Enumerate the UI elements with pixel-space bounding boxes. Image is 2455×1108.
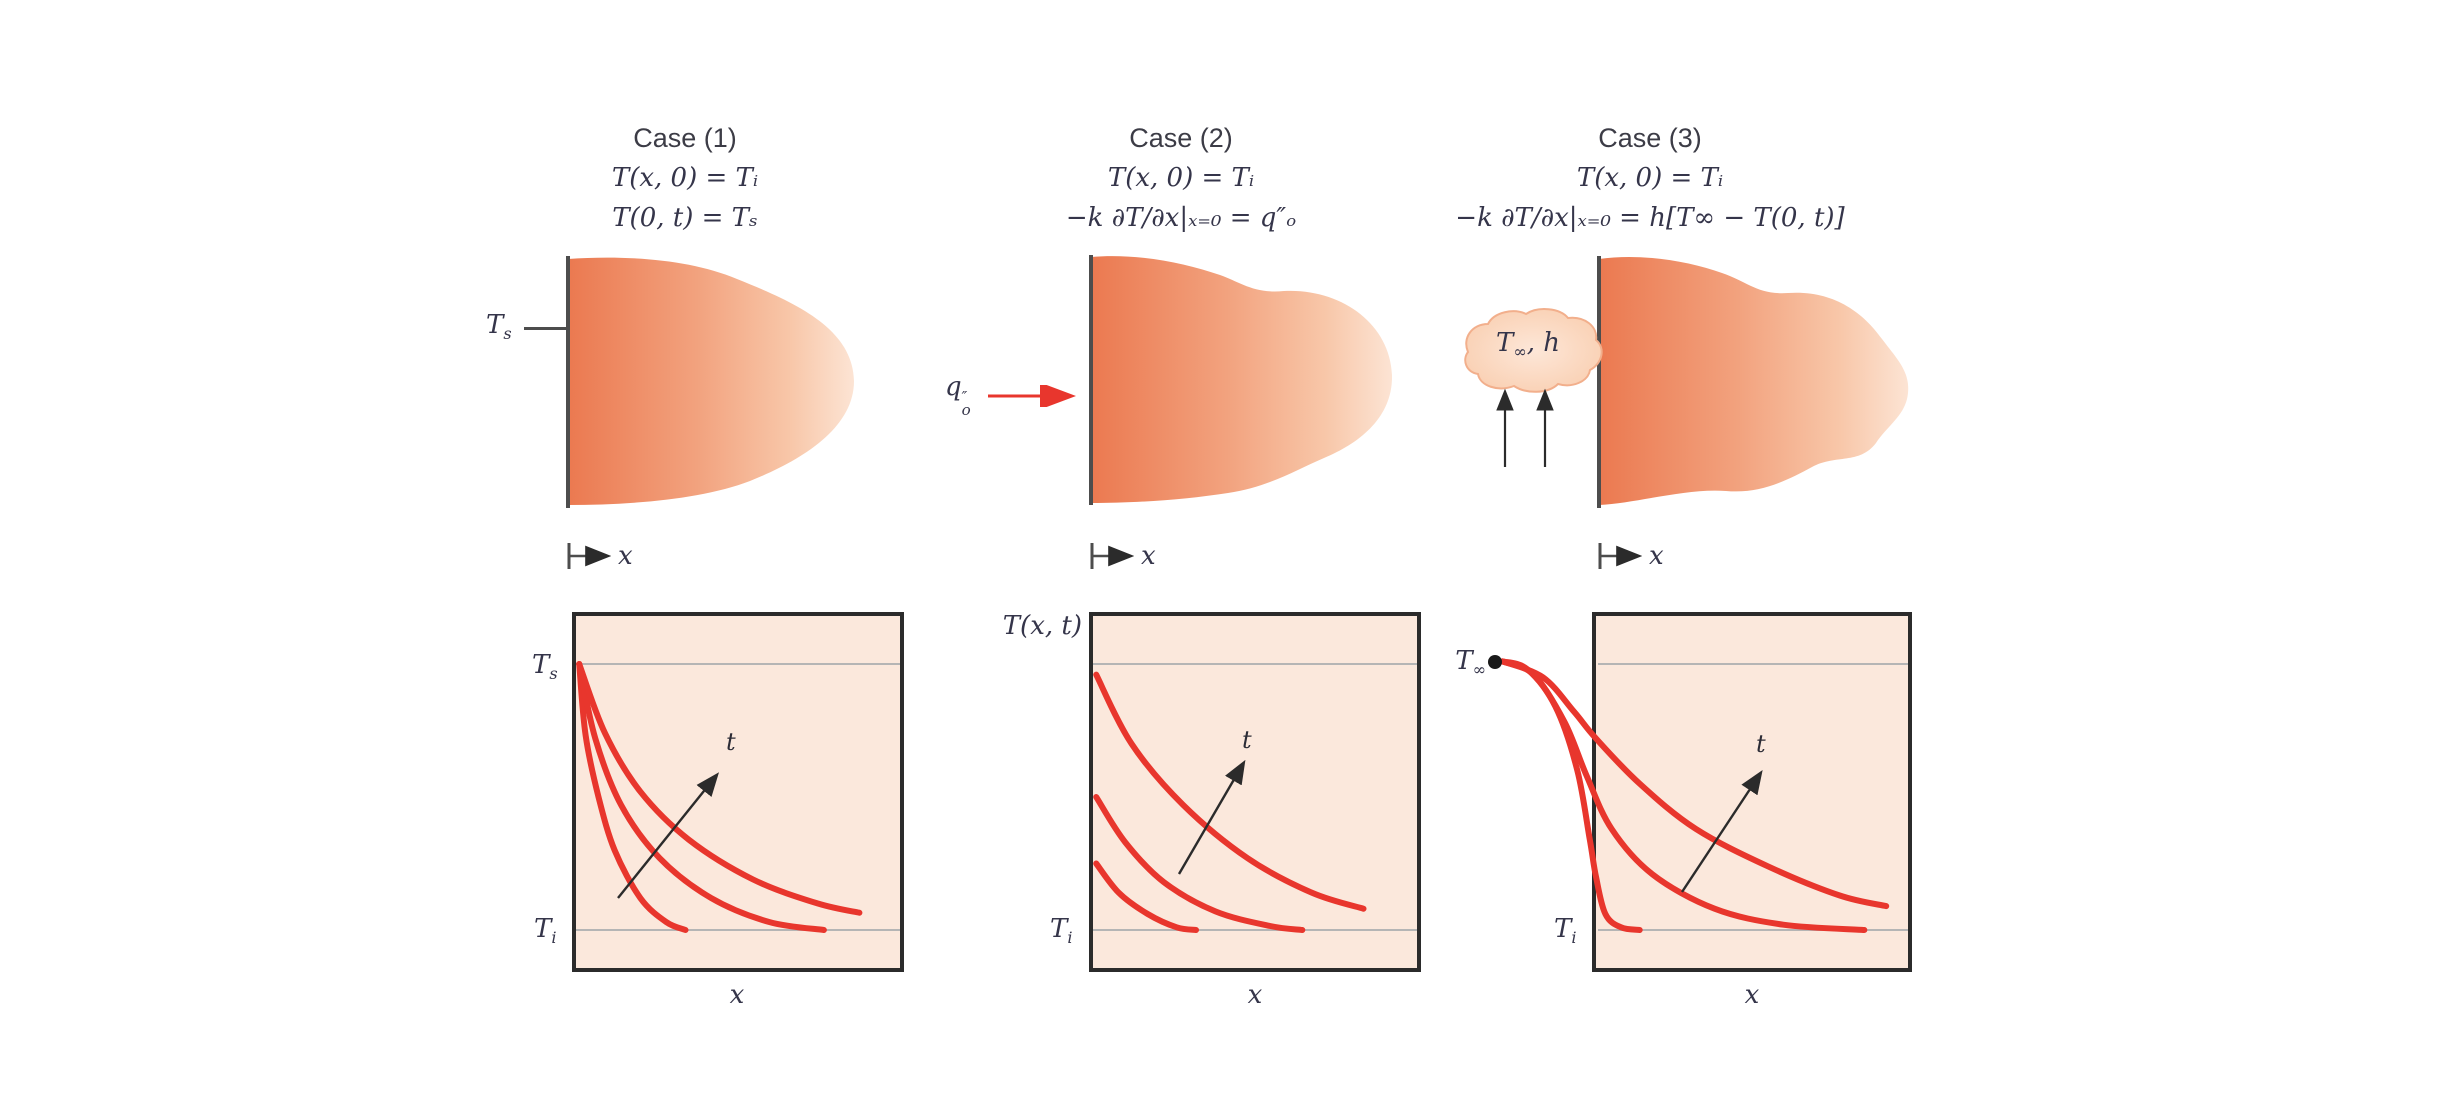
case3-x-axis-arrow [1598,543,1643,569]
plot3-time-arrow [1680,769,1763,893]
case3-fluid-label: T∞, h [1495,328,1561,362]
plot1-ts-label: Ts [532,650,558,684]
case2-heat-flux-arrow [988,385,1076,407]
case1-x-origin-marker: x [566,540,633,572]
case3-x-axis-label: x [1649,541,1664,571]
case2-temperature-plot [1089,612,1421,972]
plot3-curve-t-large [1499,658,1890,910]
case2-solid-blob [1089,255,1393,505]
case3-temperature-plot [1488,612,1912,972]
plot2-ordinate-label: T(x, t) [1002,611,1082,641]
case1-header: Case (1) T(x, 0) = Tᵢ T(0, t) = Tₛ [405,118,965,238]
plot1-frame [572,612,904,972]
case2-solid-shape [1091,256,1393,503]
case1-solid-blob [566,256,854,508]
case1-surface-temp-label: Ts [486,310,512,344]
plot1-time-label: t [726,728,736,756]
case3-x-origin-marker: x [1597,540,1664,572]
case1-solid-shape [568,257,854,505]
plot1-curve-t-small [576,661,689,933]
plot2-x-label: x [1247,980,1263,1010]
plot3-x-label: x [1744,980,1760,1010]
plot2-curve-t-small [1093,860,1199,933]
plot1-x-label: x [729,980,745,1010]
case2-boundary-condition: −k ∂T/∂x|ₓ₌₀ = q″ₒ [1065,203,1297,233]
plot1-curve-t-large [576,661,863,916]
cloud-shape [1464,308,1603,393]
case2-x-axis-label: x [1141,541,1156,571]
case2-initial-condition: T(x, 0) = Tᵢ [1107,163,1255,193]
case1-temperature-plot [572,612,904,972]
case2-x-axis-arrow [1090,543,1135,569]
case2-title: Case (2) [1129,123,1233,153]
case3-solid-blob [1597,256,1909,508]
case1-x-axis-label: x [618,541,633,571]
case1-boundary-condition: T(0, t) = Tₛ [612,203,758,233]
plot2-frame [1089,612,1421,972]
plot2-time-label: t [1242,726,1252,754]
case1-initial-condition: T(x, 0) = Tᵢ [611,163,759,193]
plot2-curve-t-large [1093,671,1367,912]
case3-solid-shape [1599,256,1909,505]
plot3-curve-t-medium [1499,658,1868,933]
plot3-ti-label: Ti [1554,914,1577,948]
case2-heat-flux-label: q ″ o [945,372,971,419]
case3-boundary-condition: −k ∂T/∂x|ₓ₌₀ = h[T∞ − T(0, t)] [1455,203,1845,233]
case1-title: Case (1) [633,123,737,153]
plot1-ti-label: Ti [534,914,557,948]
case3-header: Case (3) T(x, 0) = Tᵢ −k ∂T/∂x|ₓ₌₀ = h[T… [1310,118,1990,238]
case3-initial-condition: T(x, 0) = Tᵢ [1576,163,1724,193]
plot1-time-arrow [617,772,720,899]
case3-fluid-cloud [1464,308,1603,393]
case2-header: Case (2) T(x, 0) = Tᵢ −k ∂T/∂x|ₓ₌₀ = q″ₒ [901,118,1461,238]
plot3-tinf-label: T∞ [1455,646,1486,680]
case2-x-origin-marker: x [1089,540,1156,572]
case3-convection-arrows [1496,388,1554,467]
plot2-curve-t-medium [1093,794,1306,933]
plot3-time-label: t [1756,730,1766,758]
plot1-curve-t-medium [576,661,827,933]
plot2-time-arrow [1177,759,1246,875]
plot2-ti-label: Ti [1050,914,1073,948]
case3-title: Case (3) [1598,123,1702,153]
plot3-tinf-dot [1488,655,1502,669]
case1-x-axis-arrow [567,543,612,569]
case1-surface-temp-pointer [524,327,567,330]
